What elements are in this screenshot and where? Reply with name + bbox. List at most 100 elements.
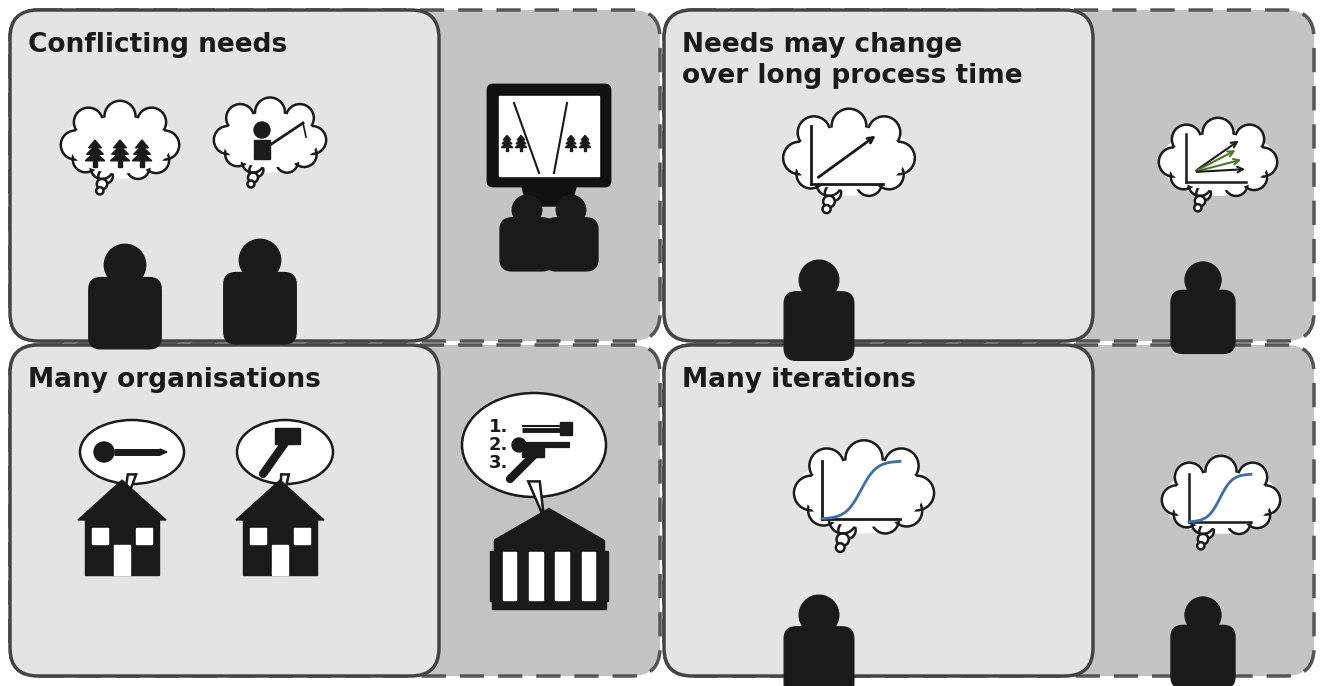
Polygon shape xyxy=(132,152,152,161)
Polygon shape xyxy=(567,139,576,144)
Polygon shape xyxy=(85,520,159,575)
Text: Conflicting needs: Conflicting needs xyxy=(28,32,287,58)
Polygon shape xyxy=(502,142,512,147)
Circle shape xyxy=(1174,462,1204,492)
Circle shape xyxy=(150,130,179,160)
Circle shape xyxy=(822,205,830,213)
Circle shape xyxy=(1198,534,1209,544)
Polygon shape xyxy=(110,152,130,161)
Polygon shape xyxy=(294,528,310,544)
Polygon shape xyxy=(580,139,591,144)
Ellipse shape xyxy=(805,459,924,527)
Circle shape xyxy=(1200,524,1214,539)
Circle shape xyxy=(1225,173,1247,196)
Circle shape xyxy=(846,440,883,477)
Polygon shape xyxy=(581,552,596,600)
Polygon shape xyxy=(528,482,544,518)
Polygon shape xyxy=(560,422,572,435)
Circle shape xyxy=(256,97,285,128)
Circle shape xyxy=(1245,502,1270,528)
FancyBboxPatch shape xyxy=(89,278,162,348)
Circle shape xyxy=(248,172,258,182)
Circle shape xyxy=(1249,147,1278,176)
Polygon shape xyxy=(271,545,289,575)
Circle shape xyxy=(809,449,845,483)
Polygon shape xyxy=(494,540,604,550)
Polygon shape xyxy=(89,140,102,147)
Polygon shape xyxy=(503,135,511,140)
Circle shape xyxy=(298,126,326,154)
Polygon shape xyxy=(502,139,512,144)
Circle shape xyxy=(800,260,839,300)
Circle shape xyxy=(249,163,263,177)
Polygon shape xyxy=(114,545,130,575)
Circle shape xyxy=(1238,462,1267,492)
Circle shape xyxy=(797,117,830,149)
Polygon shape xyxy=(520,147,522,152)
FancyBboxPatch shape xyxy=(11,10,659,341)
Circle shape xyxy=(1172,125,1201,154)
Text: Needs may change
over long process time: Needs may change over long process time xyxy=(682,32,1022,89)
Polygon shape xyxy=(499,96,598,176)
Circle shape xyxy=(808,495,839,525)
Circle shape xyxy=(275,151,298,173)
Circle shape xyxy=(1235,125,1264,154)
Circle shape xyxy=(61,130,90,160)
Polygon shape xyxy=(85,152,105,161)
Ellipse shape xyxy=(796,453,932,533)
Polygon shape xyxy=(522,183,577,206)
FancyBboxPatch shape xyxy=(544,218,598,271)
Ellipse shape xyxy=(785,120,914,196)
Circle shape xyxy=(829,506,857,534)
FancyBboxPatch shape xyxy=(11,345,440,676)
Circle shape xyxy=(214,126,242,154)
Circle shape xyxy=(797,159,825,189)
Polygon shape xyxy=(567,135,575,140)
Circle shape xyxy=(1161,486,1190,514)
Polygon shape xyxy=(584,147,587,152)
Polygon shape xyxy=(518,135,524,140)
Circle shape xyxy=(884,449,919,483)
Circle shape xyxy=(1173,501,1200,528)
Circle shape xyxy=(1158,147,1188,176)
Polygon shape xyxy=(244,520,316,575)
Circle shape xyxy=(1170,163,1197,189)
FancyBboxPatch shape xyxy=(224,272,297,344)
Polygon shape xyxy=(555,552,569,600)
Ellipse shape xyxy=(1168,133,1268,191)
Ellipse shape xyxy=(79,420,184,484)
Circle shape xyxy=(784,142,816,174)
Polygon shape xyxy=(275,428,301,444)
Circle shape xyxy=(824,196,835,207)
Polygon shape xyxy=(493,601,605,609)
Circle shape xyxy=(1197,186,1211,200)
Ellipse shape xyxy=(793,126,906,190)
Circle shape xyxy=(98,169,113,183)
Polygon shape xyxy=(569,550,581,601)
Polygon shape xyxy=(86,146,103,154)
Circle shape xyxy=(1241,164,1267,190)
Circle shape xyxy=(97,187,103,194)
Circle shape xyxy=(1205,456,1237,487)
Polygon shape xyxy=(515,142,527,147)
FancyBboxPatch shape xyxy=(665,10,1094,341)
Circle shape xyxy=(105,101,135,132)
Circle shape xyxy=(512,438,526,452)
Circle shape xyxy=(899,475,933,510)
Circle shape xyxy=(254,122,270,138)
Circle shape xyxy=(1194,204,1201,211)
FancyBboxPatch shape xyxy=(665,10,1313,341)
Polygon shape xyxy=(122,475,136,512)
Circle shape xyxy=(127,156,150,179)
Circle shape xyxy=(831,108,866,143)
Circle shape xyxy=(225,141,250,166)
Circle shape xyxy=(556,196,585,225)
Circle shape xyxy=(1185,597,1221,633)
Circle shape xyxy=(794,475,829,510)
Circle shape xyxy=(835,543,845,552)
Ellipse shape xyxy=(222,113,318,167)
Polygon shape xyxy=(581,135,589,140)
Polygon shape xyxy=(135,140,148,147)
Polygon shape xyxy=(530,552,543,600)
Circle shape xyxy=(838,521,855,539)
